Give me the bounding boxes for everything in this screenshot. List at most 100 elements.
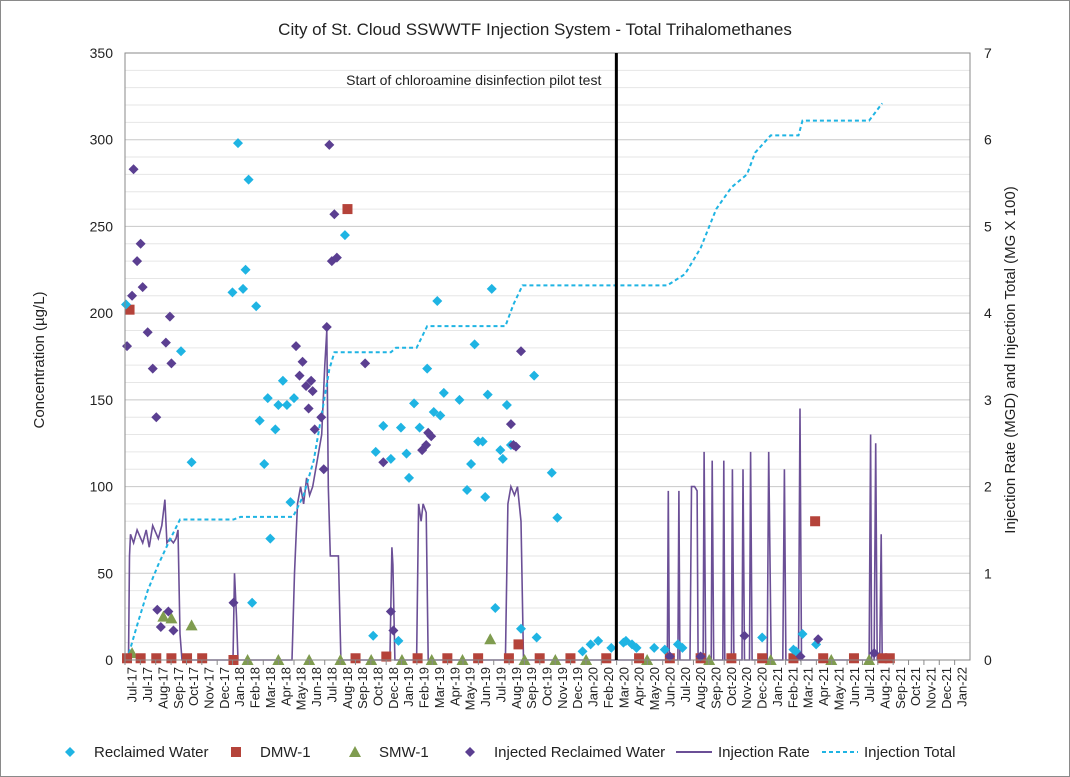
injected-reclaimed-water-point [291,341,302,352]
x-tick-label: Jul-17 [125,667,140,702]
injected-reclaimed-water-point [164,311,175,322]
reclaimed-water-point [677,642,688,653]
dmw-1-point [124,304,135,315]
dmw-1-point [884,653,895,664]
x-tick-label: Dec-17 [217,667,232,709]
x-tick-label: Mar-19 [432,667,447,708]
dmw-1-point [473,653,484,664]
injected-reclaimed-water-point [795,651,806,662]
injected-reclaimed-water-point [316,412,327,423]
reclaimed-water-point [432,296,443,307]
injected-reclaimed-water-point [324,139,335,150]
injected-reclaimed-water-point [132,256,143,267]
reclaimed-water-point [435,410,446,421]
x-tick-label: Jan-18 [232,667,247,707]
x-tick-label: Nov-21 [924,667,939,709]
injected-reclaimed-water-point [360,358,371,369]
injected-reclaimed-water-point [516,346,527,357]
dmw-1-point [757,653,768,664]
reclaimed-water-point [552,512,563,523]
injected-reclaimed-water-point [152,604,163,615]
legend: Reclaimed Water DMW-1 SMW-1 Injected Reclai… [65,744,955,761]
x-tick-label: Apr-18 [278,667,293,706]
x-tick-label: May-20 [647,667,662,710]
y-tick-label: 250 [90,218,114,234]
injection-total-line [126,102,883,661]
x-tick-label: May-18 [294,667,309,710]
y-tick-label: 100 [90,479,114,495]
plot-area [124,52,971,661]
dmw-1-point [503,653,514,664]
x-tick-label: Jan-19 [401,667,416,707]
x-tick-label: Sep-21 [893,667,908,709]
dmw-1-point [818,653,829,664]
reclaimed-water-point [428,406,439,417]
reclaimed-water-point [659,644,670,655]
y2-tick-label: 0 [984,652,992,668]
injected-reclaimed-water-point [505,419,516,430]
reclaimed-water-point [414,422,425,433]
dmw-1-point [342,204,353,215]
y-tick-label: 200 [90,305,114,321]
y2-tick-label: 2 [984,479,992,495]
reclaimed-water-point [454,394,465,405]
injected-reclaimed-water-point [147,363,158,374]
reclaimed-water-point [546,467,557,478]
legend-label-smw-1: SMW-1 [379,744,429,761]
reclaimed-water-point [247,597,258,608]
y2-tick-label: 1 [984,565,992,581]
reclaimed-water-point [495,445,506,456]
reclaimed-water-point [385,453,396,464]
reclaimed-water-point [501,400,512,411]
reclaimed-water-point [254,415,265,426]
reclaimed-water-point [265,533,276,544]
x-tick-label: Sep-18 [355,667,370,709]
x-tick-label: Jan-20 [586,667,601,707]
reclaimed-water-point [259,459,270,470]
reclaimed-water-point [378,420,389,431]
injected-reclaimed-water-point [135,238,146,249]
injected-reclaimed-water-point [128,164,139,175]
reclaimed-water-point [243,174,254,185]
injected-reclaimed-water-point [664,651,675,662]
x-tick-label: Aug-20 [693,667,708,709]
x-tick-label: Dec-19 [570,667,585,709]
reclaimed-water-point [486,283,497,294]
legend-swatch-smw-1 [349,746,361,757]
x-tick-label: Feb-18 [248,667,263,708]
y2-tick-label: 3 [984,392,992,408]
chart-title: City of St. Cloud SSWWTF Injection Syste… [278,20,792,39]
scatter-points [121,138,895,665]
injected-reclaimed-water-point [331,252,342,263]
injected-reclaimed-water-point [155,622,166,633]
x-tick-label: Oct-20 [724,667,739,706]
dmw-1-point [565,653,576,664]
injected-reclaimed-water-point [739,630,750,641]
x-tick-label: Feb-20 [601,667,616,708]
injected-reclaimed-water-point [695,651,706,662]
reclaimed-water-point [262,393,273,404]
injected-reclaimed-water-point [813,634,824,645]
injected-reclaimed-water-point [378,457,389,468]
injected-reclaimed-water-point [385,606,396,617]
y2-tick-label: 5 [984,218,992,234]
dmw-1-point [788,653,799,664]
reclaimed-water-point [631,642,642,653]
reclaimed-water-point [490,602,501,613]
reclaimed-water-point [240,264,251,275]
reclaimed-water-point [516,623,527,634]
y2-axis-label: Injection Rate (MGD) and Injection Total… [1002,186,1019,533]
dmw-1-point [197,653,208,664]
injected-reclaimed-water-point [163,606,174,617]
reclaimed-water-point [395,422,406,433]
x-tick-label: Jun-20 [662,667,677,707]
injected-reclaimed-water-point [160,337,171,348]
reclaimed-water-point [469,339,480,350]
reclaimed-water-point [606,642,617,653]
reclaimed-water-point [277,375,288,386]
x-tick-label: Jun-18 [309,667,324,707]
